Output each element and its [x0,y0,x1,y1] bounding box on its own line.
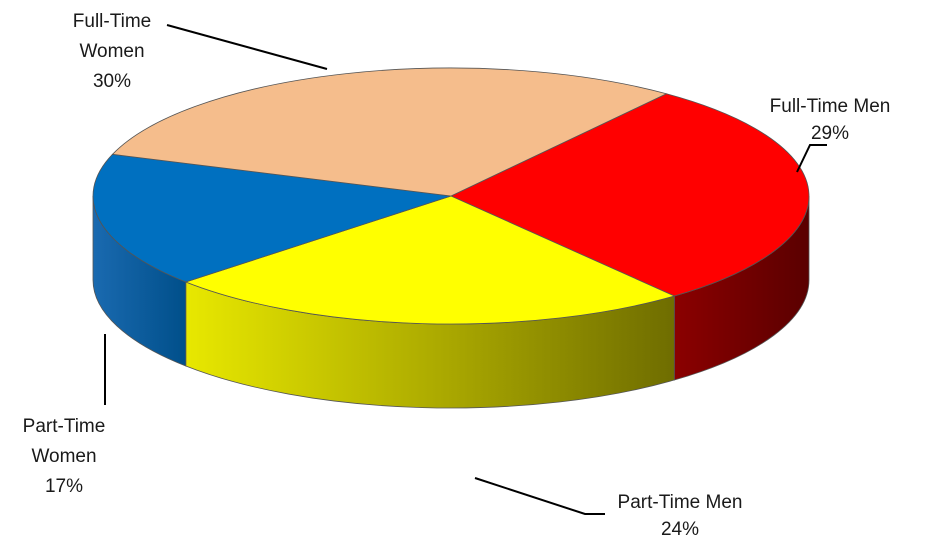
data-label-line: 29% [811,123,849,144]
data-label-line: Women [79,41,144,62]
pie-slice-full-time-women [111,67,668,197]
leader-line-full-time-women [166,24,328,70]
data-label-part-time-men: Part-Time Men 24% [618,492,743,540]
data-label-line: Part-Time Men [618,492,743,513]
data-label-full-time-men: Full-Time Men 29% [770,96,891,144]
leader-line-part-time-men [474,477,605,515]
leader-line-full-time-men [796,144,827,173]
data-label-line: Women [31,446,96,467]
pie-slice-part-time-men [184,195,676,325]
data-label-line: 17% [45,476,83,497]
data-label-part-time-women: Part-Time Women 17% [23,416,106,497]
data-label-line: Part-Time [23,416,106,437]
pie-slice-full-time-men [450,93,810,297]
data-label-full-time-women: Full-Time Women 30% [73,11,151,92]
pie-slice-part-time-women [92,153,452,283]
data-label-line: Full-Time Men [770,96,891,117]
data-label-line: 30% [93,71,131,92]
data-label-line: Full-Time [73,11,151,32]
data-label-line: 24% [661,519,699,540]
